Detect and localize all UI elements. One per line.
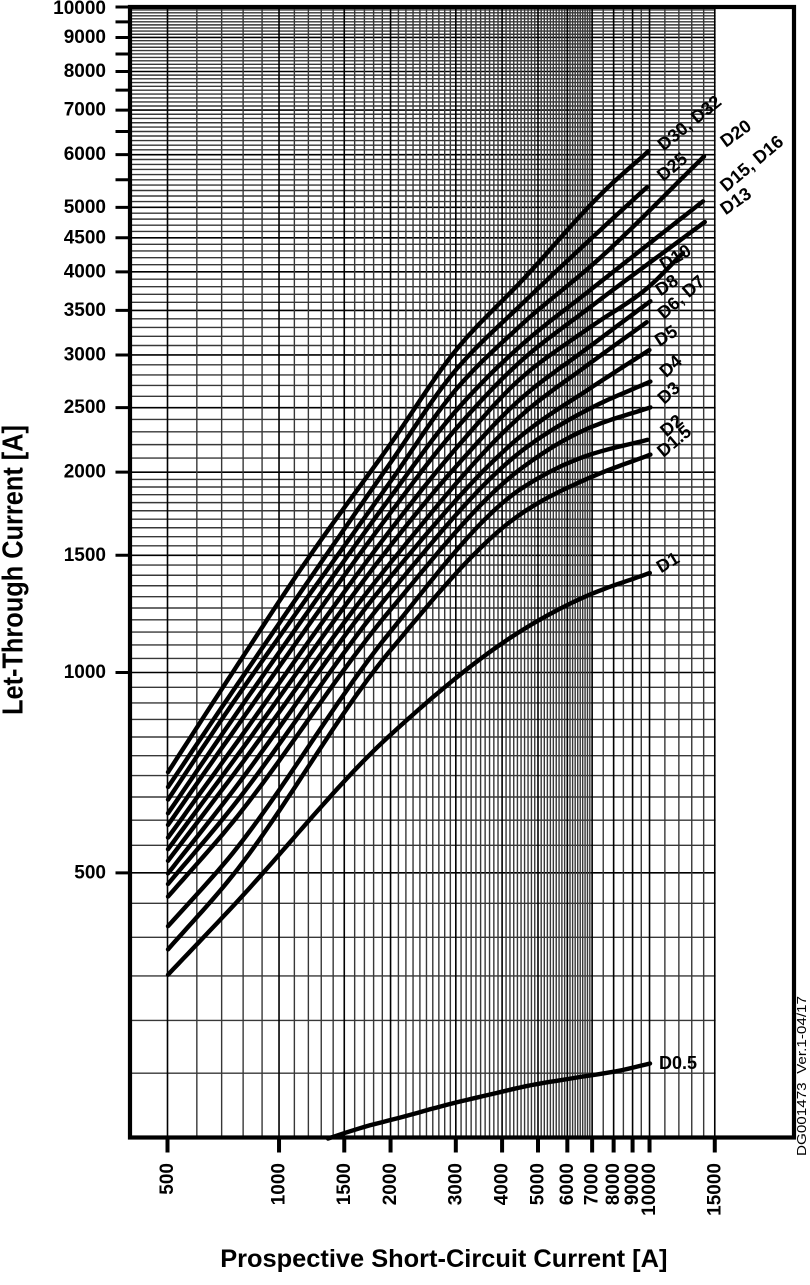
svg-text:1000: 1000 [64, 662, 106, 683]
svg-text:3500: 3500 [64, 300, 106, 321]
svg-text:8000: 8000 [64, 61, 106, 82]
svg-text:8000: 8000 [603, 1163, 624, 1205]
svg-text:9000: 9000 [622, 1163, 643, 1205]
svg-text:10000: 10000 [53, 0, 106, 19]
svg-text:2500: 2500 [64, 397, 106, 418]
svg-text:1500: 1500 [334, 1163, 355, 1205]
svg-text:9000: 9000 [64, 27, 106, 48]
svg-text:3000: 3000 [64, 345, 106, 366]
svg-text:2000: 2000 [64, 462, 106, 483]
svg-text:4000: 4000 [64, 261, 106, 282]
svg-text:3000: 3000 [445, 1163, 466, 1205]
svg-text:DG001473 Ver.1-04/17: DG001473 Ver.1-04/17 [794, 996, 809, 1156]
svg-text:10000: 10000 [639, 1163, 660, 1216]
svg-text:5000: 5000 [64, 197, 106, 218]
svg-text:2000: 2000 [380, 1163, 401, 1205]
svg-text:6000: 6000 [557, 1163, 578, 1205]
svg-text:D0.5: D0.5 [659, 1053, 697, 1073]
svg-text:500: 500 [74, 862, 106, 883]
svg-text:7000: 7000 [582, 1163, 603, 1205]
svg-text:4000: 4000 [492, 1163, 513, 1205]
svg-text:500: 500 [157, 1163, 178, 1195]
svg-text:15000: 15000 [704, 1163, 725, 1216]
svg-text:5000: 5000 [528, 1163, 549, 1205]
svg-text:4500: 4500 [64, 227, 106, 248]
svg-text:1500: 1500 [64, 545, 106, 566]
svg-text:6000: 6000 [64, 144, 106, 165]
svg-text:Let-Through Current [A]: Let-Through Current [A] [0, 425, 30, 715]
svg-text:7000: 7000 [64, 100, 106, 121]
svg-text:Prospective Short-Circuit Curr: Prospective Short-Circuit Current [A] [220, 1245, 667, 1273]
svg-text:1000: 1000 [269, 1163, 290, 1205]
